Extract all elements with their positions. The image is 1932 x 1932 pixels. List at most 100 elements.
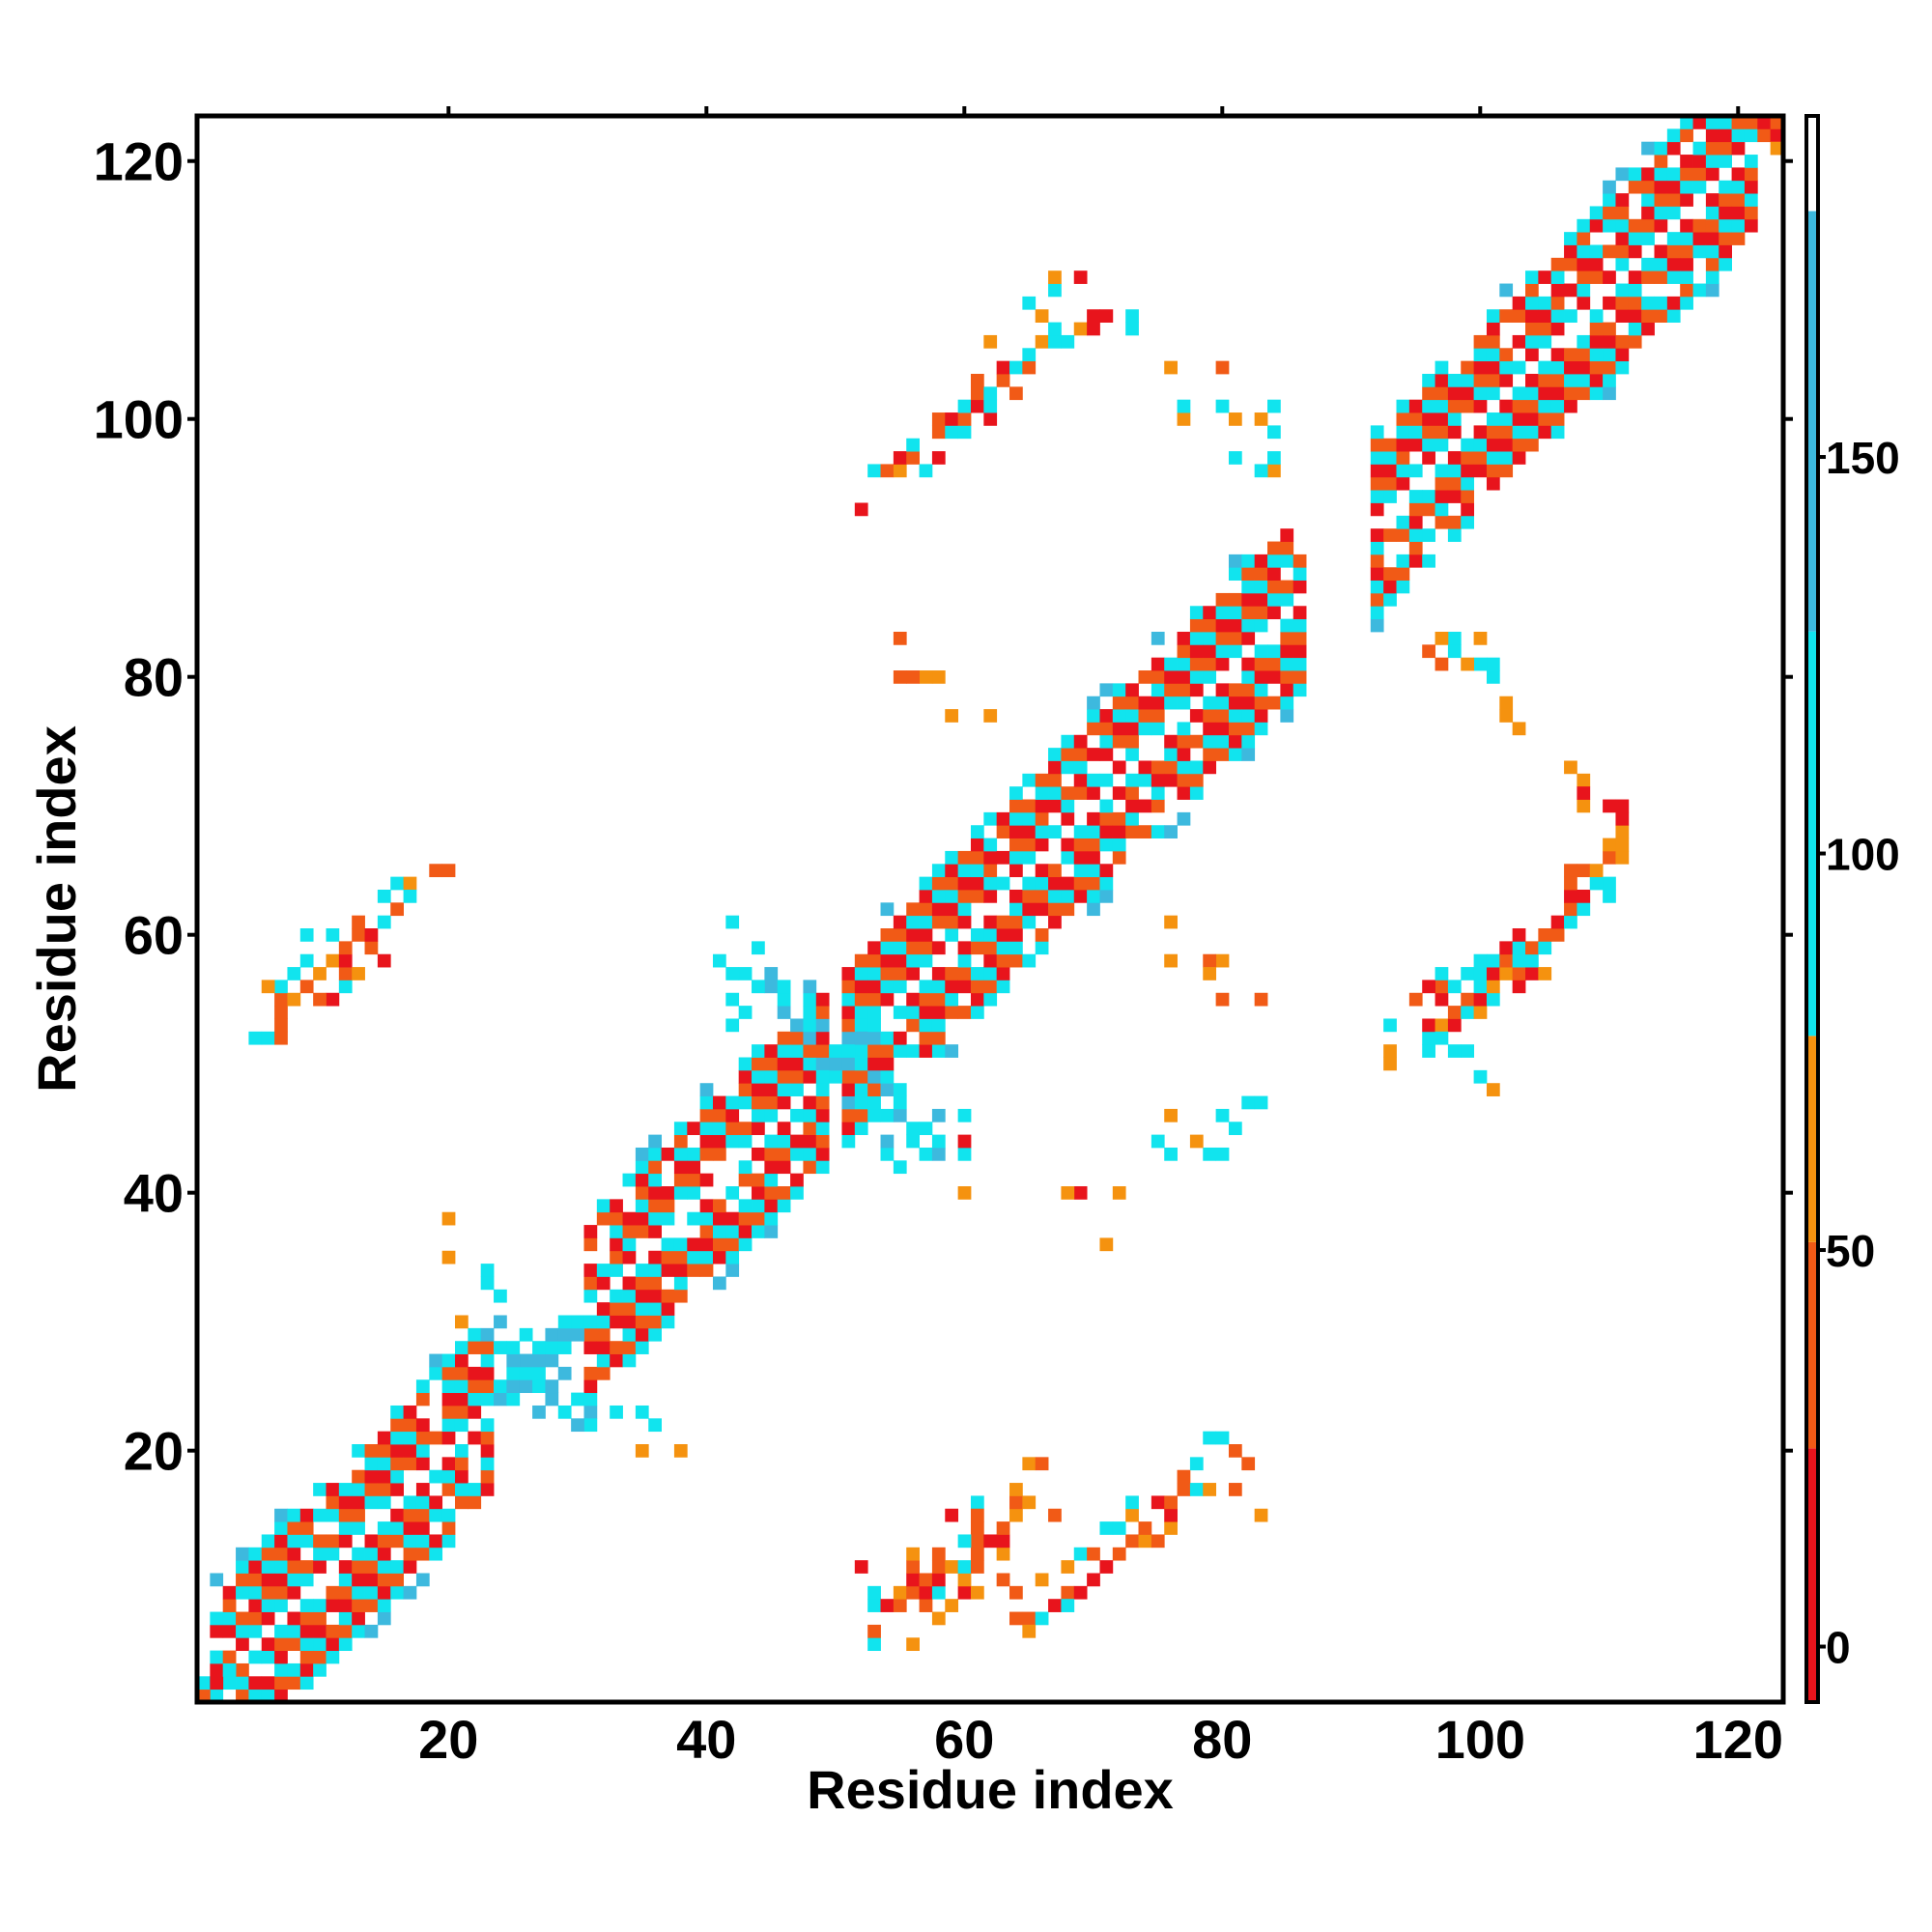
heatmap-cell — [494, 1341, 507, 1354]
heatmap-cell — [1125, 683, 1139, 697]
heatmap-cell — [1577, 334, 1591, 349]
heatmap-cell — [752, 1083, 765, 1096]
heatmap-cell — [841, 967, 856, 980]
heatmap-cell — [1447, 490, 1462, 503]
heatmap-cell — [1177, 773, 1191, 787]
heatmap-cell — [1228, 412, 1242, 426]
heatmap-cell — [1525, 412, 1539, 426]
heatmap-cell — [441, 1211, 456, 1226]
heatmap-cell — [803, 1147, 817, 1161]
heatmap-cell — [841, 1083, 856, 1096]
heatmap-cell — [1087, 838, 1100, 852]
heatmap-cell — [429, 1469, 443, 1484]
heatmap-cell — [790, 1083, 804, 1096]
heatmap-cell — [1267, 541, 1281, 555]
heatmap-cell — [1022, 876, 1037, 891]
heatmap-cell — [287, 1611, 301, 1626]
heatmap-cell — [1022, 360, 1037, 375]
heatmap-cell — [1112, 825, 1126, 838]
heatmap-cell — [996, 1521, 1010, 1535]
heatmap-cell — [815, 1069, 830, 1084]
heatmap-cell — [1138, 799, 1152, 813]
heatmap-cell — [725, 1122, 740, 1136]
heatmap-cell — [970, 864, 984, 878]
heatmap-cell — [1731, 116, 1746, 129]
heatmap-cell — [1164, 1495, 1178, 1510]
heatmap-cell — [352, 1469, 365, 1484]
heatmap-cell — [261, 1689, 275, 1703]
heatmap-cell — [1241, 657, 1256, 671]
heatmap-cell — [1189, 786, 1204, 800]
heatmap-cell — [1241, 554, 1256, 568]
heatmap-cell — [236, 1611, 249, 1626]
heatmap-cell — [622, 1173, 637, 1187]
heatmap-cell — [1087, 322, 1100, 336]
heatmap-cell — [996, 915, 1010, 929]
heatmap-cell — [222, 1599, 237, 1612]
heatmap-cell — [854, 1006, 868, 1019]
heatmap-cell — [1538, 373, 1552, 387]
heatmap-cell — [1099, 309, 1114, 323]
heatmap-cell — [1254, 618, 1268, 633]
heatmap-cell — [957, 864, 972, 878]
heatmap-cell — [1435, 657, 1449, 671]
heatmap-cell — [287, 1573, 301, 1587]
heatmap-cell — [1422, 399, 1435, 413]
heatmap-cell — [893, 464, 907, 478]
heatmap-cell — [957, 1006, 972, 1019]
heatmap-cell — [248, 1585, 263, 1600]
heatmap-cell — [377, 1483, 391, 1496]
heatmap-cell — [1486, 386, 1500, 401]
heatmap-cell — [313, 1599, 327, 1612]
heatmap-cell — [738, 1083, 753, 1096]
heatmap-cell — [1525, 967, 1539, 980]
heatmap-cell — [764, 1108, 779, 1122]
heatmap-cell — [725, 1108, 740, 1122]
heatmap-cell — [1228, 644, 1242, 659]
heatmap-cell — [1550, 915, 1565, 929]
heatmap-cell — [1215, 360, 1230, 375]
heatmap-cell — [222, 1624, 237, 1638]
heatmap-cell — [1666, 309, 1681, 323]
heatmap-cell — [880, 1031, 895, 1045]
heatmap-cell — [287, 992, 301, 1007]
heatmap-cell — [1641, 257, 1655, 271]
heatmap-cell — [1538, 928, 1552, 942]
heatmap-cell — [610, 1289, 623, 1303]
heatmap-cell — [1073, 889, 1088, 903]
heatmap-cell — [364, 1585, 379, 1600]
heatmap-cell — [1538, 360, 1552, 375]
heatmap-cell — [752, 1173, 765, 1187]
heatmap-cell — [313, 1483, 327, 1496]
heatmap-cell — [854, 1108, 868, 1122]
heatmap-cell — [1203, 709, 1217, 723]
heatmap-cell — [1422, 1018, 1435, 1033]
heatmap-cell — [1408, 490, 1423, 503]
heatmap-cell — [1203, 953, 1217, 968]
heatmap-cell — [583, 1418, 598, 1433]
heatmap-cell — [274, 1624, 288, 1638]
heatmap-cell — [867, 1624, 881, 1638]
heatmap-cell — [764, 1186, 779, 1200]
heatmap-cell — [957, 902, 972, 917]
heatmap-cell — [1628, 270, 1642, 284]
heatmap-cell — [1112, 786, 1126, 800]
heatmap-cell — [945, 412, 959, 426]
heatmap-cell — [1241, 606, 1256, 620]
heatmap-cell — [893, 451, 907, 465]
heatmap-cell — [1577, 348, 1591, 362]
heatmap-cell — [1654, 141, 1668, 156]
heatmap-cell — [1370, 592, 1384, 607]
heatmap-cell — [1499, 953, 1514, 968]
heatmap-cell — [931, 425, 946, 440]
heatmap-cell — [725, 1134, 740, 1149]
heatmap-cell — [1589, 257, 1604, 271]
heatmap-cell — [1009, 386, 1023, 401]
heatmap-cell — [777, 1006, 791, 1019]
heatmap-cell — [673, 1289, 688, 1303]
heatmap-cell — [1112, 760, 1126, 775]
heatmap-cell — [1435, 360, 1449, 375]
heatmap-cell — [1189, 773, 1204, 787]
heatmap-cell — [429, 1353, 443, 1368]
